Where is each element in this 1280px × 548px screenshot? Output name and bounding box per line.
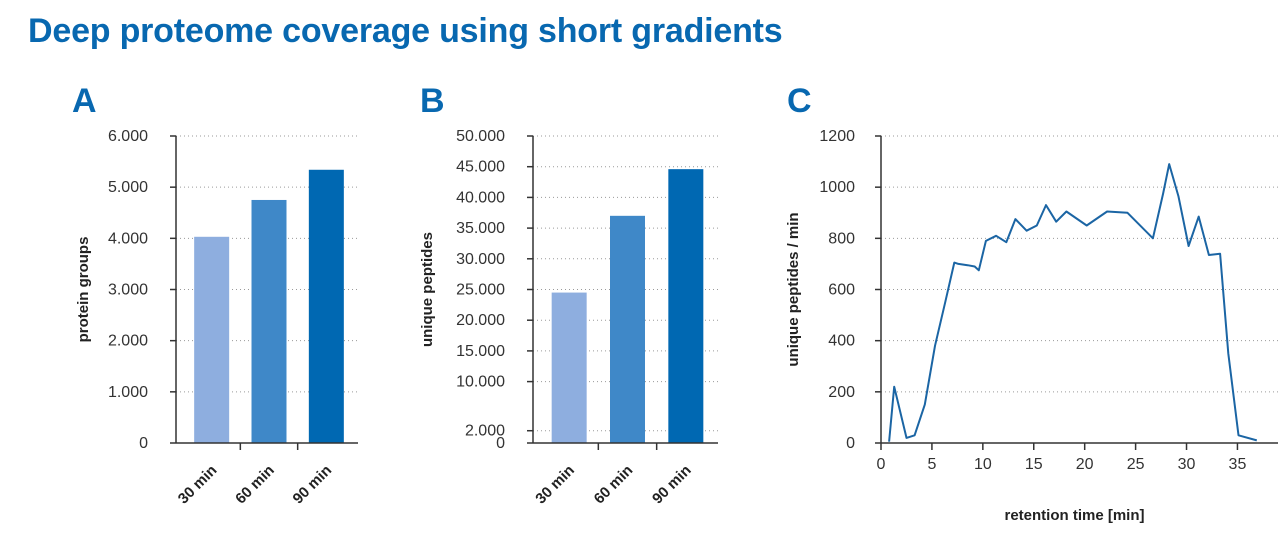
y-tick-label: 0 bbox=[496, 435, 505, 452]
category-label: 60 min bbox=[232, 462, 278, 508]
bar-30-min bbox=[194, 236, 230, 443]
bar-60-min bbox=[251, 199, 287, 443]
y-tick-label: 800 bbox=[828, 230, 855, 247]
category-label: 60 min bbox=[591, 462, 637, 508]
panel-label-b: B bbox=[420, 82, 445, 120]
y-tick-label: 6.000 bbox=[108, 128, 148, 145]
y-tick-label: 15.000 bbox=[456, 343, 505, 360]
y-tick-label: 2.000 bbox=[108, 333, 148, 350]
category-label: 90 min bbox=[649, 462, 695, 508]
y-tick-label: 10.000 bbox=[456, 374, 505, 391]
page-title: Deep proteome coverage using short gradi… bbox=[28, 12, 783, 50]
x-tick-label: 10 bbox=[974, 456, 992, 473]
y-axis-title: protein groups bbox=[75, 237, 92, 343]
y-tick-label: 4.000 bbox=[108, 230, 148, 247]
y-tick-label: 200 bbox=[828, 384, 855, 401]
bar-30-min bbox=[551, 292, 587, 443]
y-tick-label: 5.000 bbox=[108, 179, 148, 196]
y-tick-label: 1200 bbox=[819, 128, 855, 145]
x-tick-label: 20 bbox=[1076, 456, 1094, 473]
y-tick-label: 600 bbox=[828, 282, 855, 299]
bar-90-min bbox=[308, 169, 344, 443]
y-tick-label: 45.000 bbox=[456, 159, 505, 176]
panel-label-c: C bbox=[787, 82, 812, 120]
y-tick-label: 50.000 bbox=[456, 128, 505, 145]
category-label: 90 min bbox=[290, 462, 336, 508]
y-tick-label: 400 bbox=[828, 333, 855, 350]
x-tick-label: 30 bbox=[1178, 456, 1196, 473]
y-tick-label: 30.000 bbox=[456, 251, 505, 268]
y-tick-label: 3.000 bbox=[108, 282, 148, 299]
x-axis-title: retention time [min] bbox=[1004, 507, 1144, 524]
x-tick-label: 35 bbox=[1229, 456, 1247, 473]
y-axis-title: unique peptides / min bbox=[785, 212, 802, 366]
x-tick-label: 5 bbox=[927, 456, 936, 473]
y-tick-label: 35.000 bbox=[456, 220, 505, 237]
x-tick-label: 15 bbox=[1025, 456, 1043, 473]
y-tick-label: 2.000 bbox=[465, 423, 505, 440]
y-tick-label: 40.000 bbox=[456, 189, 505, 206]
y-tick-label: 0 bbox=[139, 435, 148, 452]
y-tick-label: 1000 bbox=[819, 179, 855, 196]
category-label: 30 min bbox=[532, 462, 578, 508]
x-tick-label: 25 bbox=[1127, 456, 1145, 473]
panel-label-a: A bbox=[72, 82, 97, 120]
y-tick-label: 20.000 bbox=[456, 312, 505, 329]
y-tick-label: 1.000 bbox=[108, 384, 148, 401]
y-axis-title: unique peptides bbox=[419, 232, 436, 347]
x-tick-label: 0 bbox=[877, 456, 886, 473]
y-tick-label: 0 bbox=[846, 435, 855, 452]
bar-60-min bbox=[610, 215, 645, 443]
category-label: 30 min bbox=[175, 462, 221, 508]
y-tick-label: 25.000 bbox=[456, 282, 505, 299]
bar-90-min bbox=[668, 169, 704, 443]
series-line bbox=[888, 163, 1258, 442]
